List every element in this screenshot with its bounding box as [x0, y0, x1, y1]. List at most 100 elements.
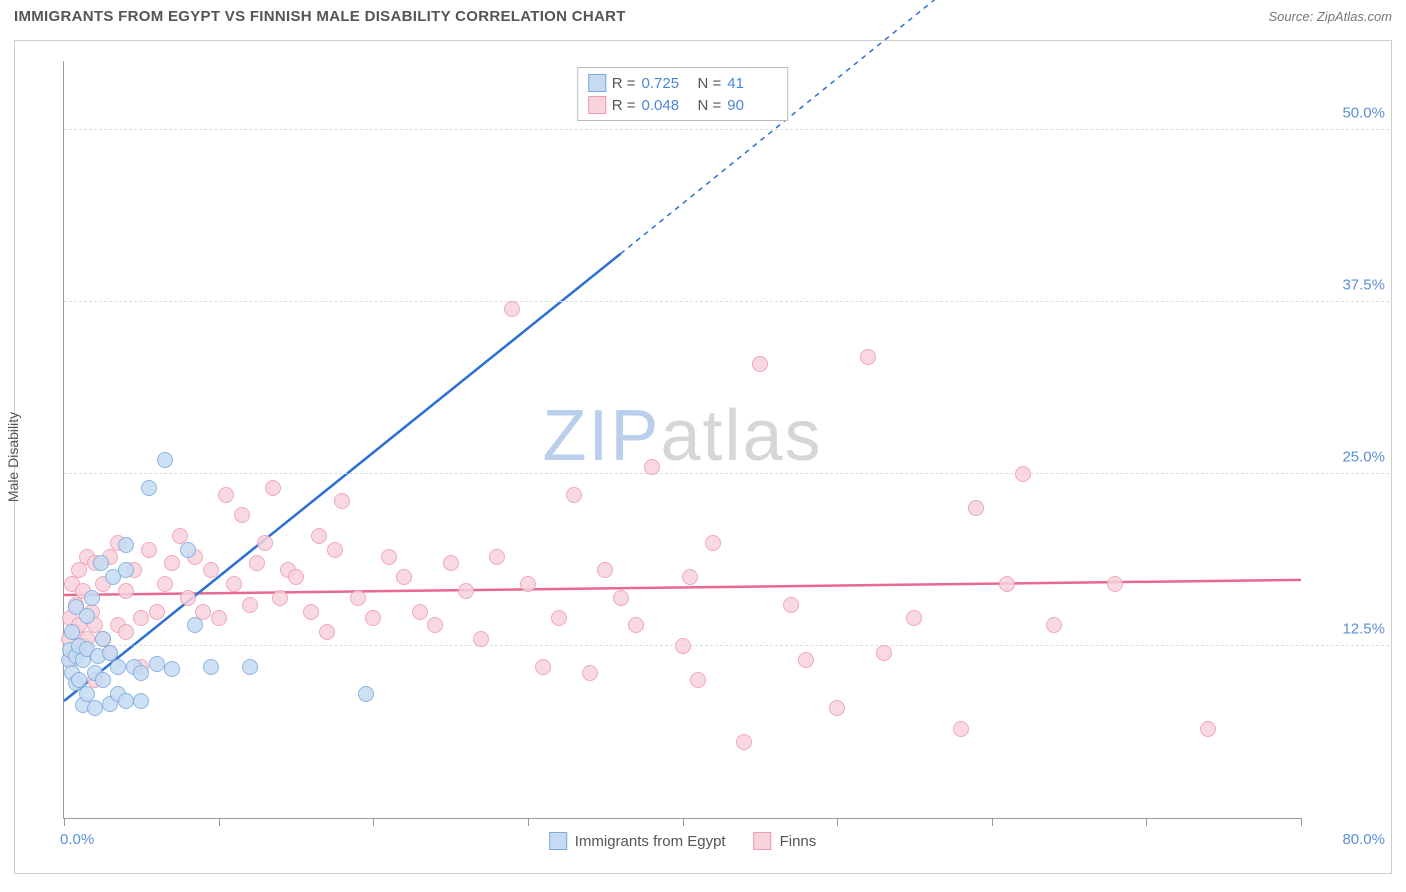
gridline — [64, 473, 1389, 474]
scatter-point — [473, 631, 489, 647]
scatter-point — [443, 555, 459, 571]
scatter-point — [381, 549, 397, 565]
legend-n-label: N = — [698, 97, 722, 114]
legend-row: R =0.725N =41 — [588, 72, 778, 94]
scatter-point — [157, 452, 173, 468]
x-axis-start-label: 0.0% — [60, 831, 94, 848]
scatter-point — [597, 562, 613, 578]
scatter-point — [319, 624, 335, 640]
legend-n-value: 41 — [727, 75, 777, 92]
gridline — [64, 129, 1389, 130]
scatter-point — [504, 301, 520, 317]
scatter-point — [798, 652, 814, 668]
scatter-point — [180, 590, 196, 606]
legend-n-label: N = — [698, 75, 722, 92]
scatter-point — [71, 562, 87, 578]
scatter-point — [644, 459, 660, 475]
y-tick-label: 25.0% — [1313, 448, 1385, 465]
stats-legend: R =0.725N =41R =0.048N =90 — [577, 67, 789, 121]
gridline — [64, 645, 1389, 646]
scatter-point — [118, 537, 134, 553]
scatter-point — [311, 528, 327, 544]
gridline — [64, 301, 1389, 302]
scatter-point — [84, 590, 100, 606]
scatter-point — [249, 555, 265, 571]
scatter-point — [682, 569, 698, 585]
scatter-point — [582, 665, 598, 681]
scatter-point — [218, 487, 234, 503]
scatter-point — [705, 535, 721, 551]
x-tick — [373, 818, 374, 826]
scatter-point — [164, 555, 180, 571]
plot-area: ZIPatlas R =0.725N =41R =0.048N =90 0.0%… — [63, 61, 1301, 819]
y-tick-label: 50.0% — [1313, 104, 1385, 121]
scatter-point — [860, 349, 876, 365]
scatter-point — [141, 542, 157, 558]
series-legend: Immigrants from Egypt Finns — [549, 832, 817, 850]
scatter-point — [953, 721, 969, 737]
scatter-point — [133, 665, 149, 681]
scatter-point — [876, 645, 892, 661]
y-tick-label: 37.5% — [1313, 276, 1385, 293]
scatter-point — [226, 576, 242, 592]
scatter-point — [327, 542, 343, 558]
x-tick — [219, 818, 220, 826]
scatter-point — [164, 661, 180, 677]
scatter-point — [180, 542, 196, 558]
scatter-point — [999, 576, 1015, 592]
legend-swatch — [549, 832, 567, 850]
scatter-point — [1046, 617, 1062, 633]
x-axis-end-label: 80.0% — [1342, 831, 1385, 848]
scatter-point — [365, 610, 381, 626]
scatter-point — [458, 583, 474, 599]
x-tick — [1146, 818, 1147, 826]
scatter-point — [1107, 576, 1123, 592]
scatter-point — [736, 734, 752, 750]
trend-lines-layer — [64, 61, 1301, 818]
scatter-point — [535, 659, 551, 675]
scatter-point — [551, 610, 567, 626]
scatter-point — [427, 617, 443, 633]
scatter-point — [257, 535, 273, 551]
scatter-point — [133, 610, 149, 626]
scatter-point — [396, 569, 412, 585]
scatter-point — [157, 576, 173, 592]
scatter-point — [87, 700, 103, 716]
scatter-point — [110, 659, 126, 675]
chart-title: IMMIGRANTS FROM EGYPT VS FINNISH MALE DI… — [14, 8, 626, 25]
legend-r-label: R = — [612, 97, 636, 114]
scatter-point — [288, 569, 304, 585]
scatter-point — [211, 610, 227, 626]
scatter-point — [234, 507, 250, 523]
scatter-point — [93, 555, 109, 571]
scatter-point — [690, 672, 706, 688]
legend-r-value: 0.725 — [642, 75, 692, 92]
x-tick — [992, 818, 993, 826]
x-tick — [837, 818, 838, 826]
x-tick — [64, 818, 65, 826]
scatter-point — [1200, 721, 1216, 737]
legend-row: R =0.048N =90 — [588, 94, 778, 116]
scatter-point — [566, 487, 582, 503]
series-legend-label: Immigrants from Egypt — [575, 833, 726, 850]
legend-swatch — [588, 74, 606, 92]
scatter-point — [906, 610, 922, 626]
scatter-point — [303, 604, 319, 620]
scatter-point — [272, 590, 288, 606]
scatter-point — [203, 562, 219, 578]
series-legend-item: Finns — [754, 832, 817, 850]
scatter-point — [783, 597, 799, 613]
legend-swatch — [588, 96, 606, 114]
scatter-point — [350, 590, 366, 606]
watermark: ZIPatlas — [542, 394, 822, 476]
legend-r-value: 0.048 — [642, 97, 692, 114]
scatter-point — [242, 659, 258, 675]
scatter-point — [628, 617, 644, 633]
scatter-point — [203, 659, 219, 675]
series-legend-label: Finns — [780, 833, 817, 850]
scatter-point — [265, 480, 281, 496]
scatter-point — [520, 576, 536, 592]
series-legend-item: Immigrants from Egypt — [549, 832, 726, 850]
y-axis-label: Male Disability — [5, 412, 21, 502]
scatter-point — [187, 617, 203, 633]
